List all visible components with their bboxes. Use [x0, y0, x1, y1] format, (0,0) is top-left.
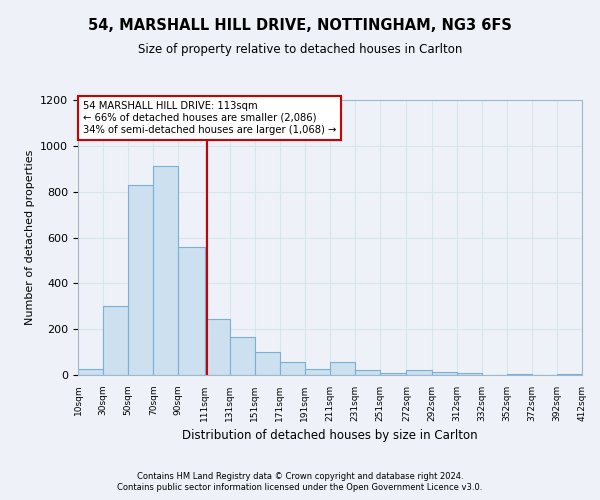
Bar	[406, 370, 431, 375]
Bar	[78, 370, 103, 375]
Bar	[153, 166, 178, 375]
Bar	[557, 374, 582, 375]
Bar	[330, 362, 355, 375]
Bar	[255, 352, 280, 375]
Text: Contains HM Land Registry data © Crown copyright and database right 2024.: Contains HM Land Registry data © Crown c…	[137, 472, 463, 481]
Text: 54 MARSHALL HILL DRIVE: 113sqm
← 66% of detached houses are smaller (2,086)
34% : 54 MARSHALL HILL DRIVE: 113sqm ← 66% of …	[83, 102, 337, 134]
Bar	[431, 372, 457, 375]
Bar	[103, 306, 128, 375]
Text: Contains public sector information licensed under the Open Government Licence v3: Contains public sector information licen…	[118, 484, 482, 492]
Bar	[305, 370, 330, 375]
Y-axis label: Number of detached properties: Number of detached properties	[25, 150, 35, 325]
X-axis label: Distribution of detached houses by size in Carlton: Distribution of detached houses by size …	[182, 430, 478, 442]
Bar	[355, 370, 380, 375]
Bar	[507, 374, 532, 375]
Text: 54, MARSHALL HILL DRIVE, NOTTINGHAM, NG3 6FS: 54, MARSHALL HILL DRIVE, NOTTINGHAM, NG3…	[88, 18, 512, 32]
Text: Size of property relative to detached houses in Carlton: Size of property relative to detached ho…	[138, 42, 462, 56]
Bar	[128, 185, 153, 375]
Bar	[205, 319, 230, 375]
Bar	[178, 246, 205, 375]
Bar	[280, 362, 305, 375]
Bar	[457, 373, 482, 375]
Bar	[380, 372, 406, 375]
Bar	[230, 337, 255, 375]
